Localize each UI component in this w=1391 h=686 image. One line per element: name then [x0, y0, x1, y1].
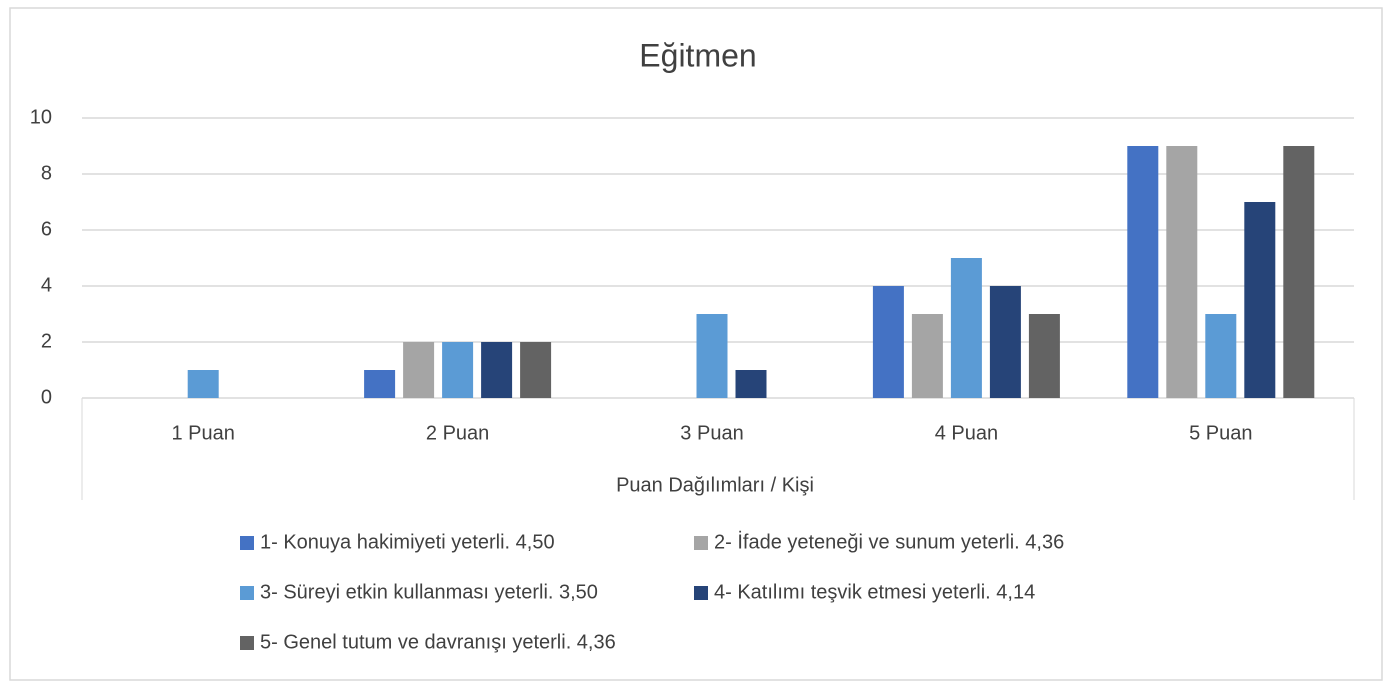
bar [403, 342, 435, 398]
legend-swatch [240, 586, 254, 600]
bar [481, 342, 513, 398]
legend-label: 2- İfade yeteneği ve sunum yeterli. 4,36 [714, 530, 1064, 553]
bar [989, 286, 1021, 398]
legend-label: 1- Konuya hakimiyeti yeterli. 4,50 [260, 531, 555, 553]
legend-label: 4- Katılımı teşvik etmesi yeterli. 4,14 [714, 581, 1035, 603]
bar [911, 314, 943, 398]
legend-swatch [694, 536, 708, 550]
y-tick-label: 8 [41, 162, 52, 184]
bar [950, 258, 982, 398]
y-tick-label: 4 [41, 274, 52, 296]
bar [442, 342, 474, 398]
legend-swatch [240, 636, 254, 650]
bar [1127, 146, 1159, 398]
x-tick-label: 2 Puan [426, 422, 489, 444]
x-tick-label: 5 Puan [1189, 422, 1252, 444]
legend-label: 3- Süreyi etkin kullanması yeterli. 3,50 [260, 581, 598, 603]
bar [364, 370, 396, 398]
bar [1283, 146, 1315, 398]
bar [696, 314, 728, 398]
y-tick-label: 6 [41, 218, 52, 240]
y-tick-label: 10 [30, 106, 52, 128]
y-tick-label: 0 [41, 386, 52, 408]
bar [1244, 202, 1276, 398]
bar [735, 370, 767, 398]
legend-swatch [694, 586, 708, 600]
x-tick-label: 4 Puan [935, 422, 998, 444]
bar [1028, 314, 1060, 398]
bar [1205, 314, 1237, 398]
x-tick-label: 1 Puan [172, 422, 235, 444]
bar [187, 370, 219, 398]
x-axis-title: Puan Dağılımları / Kişi [616, 474, 814, 496]
legend-swatch [240, 536, 254, 550]
chart-title: Eğitmen [639, 37, 756, 73]
x-tick-label: 3 Puan [680, 422, 743, 444]
y-tick-label: 2 [41, 330, 52, 352]
bar [520, 342, 552, 398]
bar [1166, 146, 1198, 398]
bar [872, 286, 904, 398]
legend-label: 5- Genel tutum ve davranışı yeterli. 4,3… [260, 631, 616, 653]
